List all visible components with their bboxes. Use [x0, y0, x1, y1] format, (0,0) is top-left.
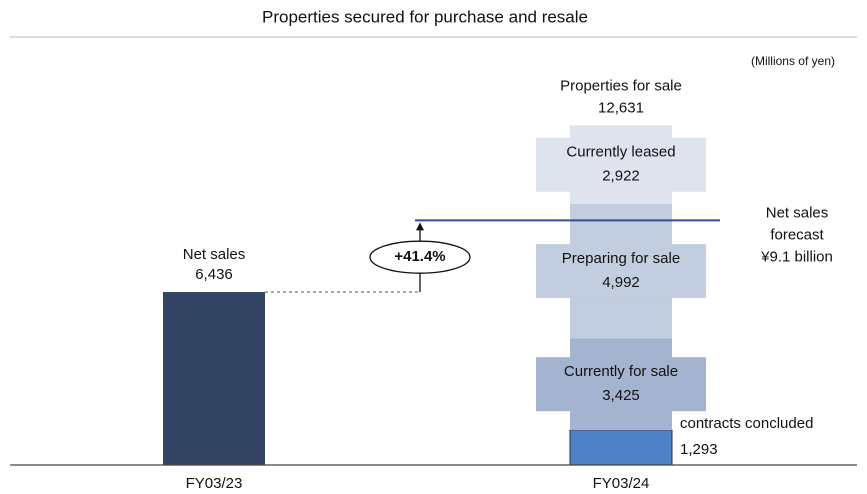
series-label: contracts concluded — [680, 415, 813, 432]
series-label: Preparing for sale — [562, 250, 680, 267]
arrow-head — [416, 222, 424, 231]
label-box — [536, 357, 706, 412]
growth-label: +41.4% — [394, 248, 445, 265]
chart-title: Properties secured for purchase and resa… — [262, 7, 588, 26]
x-tick-label: FY03/23 — [186, 475, 243, 492]
label-box — [536, 244, 706, 299]
x-tick-label: FY03/24 — [593, 475, 650, 492]
unit-label: (Millions of yen) — [751, 54, 835, 68]
growth-bubble — [369, 240, 471, 274]
series-label: Currently for sale — [564, 363, 678, 380]
value-label: 6,436 — [195, 266, 233, 283]
total-name: Properties for sale — [560, 77, 682, 94]
bar-segment — [163, 292, 265, 465]
forecast-label: ¥9.1 billion — [760, 248, 833, 265]
total-label: 12,631 — [598, 99, 644, 116]
value-label: 1,293 — [680, 441, 718, 458]
label-box — [536, 137, 706, 192]
bar-segment — [569, 429, 673, 466]
value-label: 2,922 — [602, 168, 640, 185]
forecast-label: Net sales — [766, 204, 829, 221]
series-label: Net sales — [183, 246, 246, 263]
value-label: 4,992 — [602, 274, 640, 291]
forecast-label: forecast — [770, 226, 824, 243]
value-label: 3,425 — [602, 387, 640, 404]
series-label: Currently leased — [566, 144, 675, 161]
